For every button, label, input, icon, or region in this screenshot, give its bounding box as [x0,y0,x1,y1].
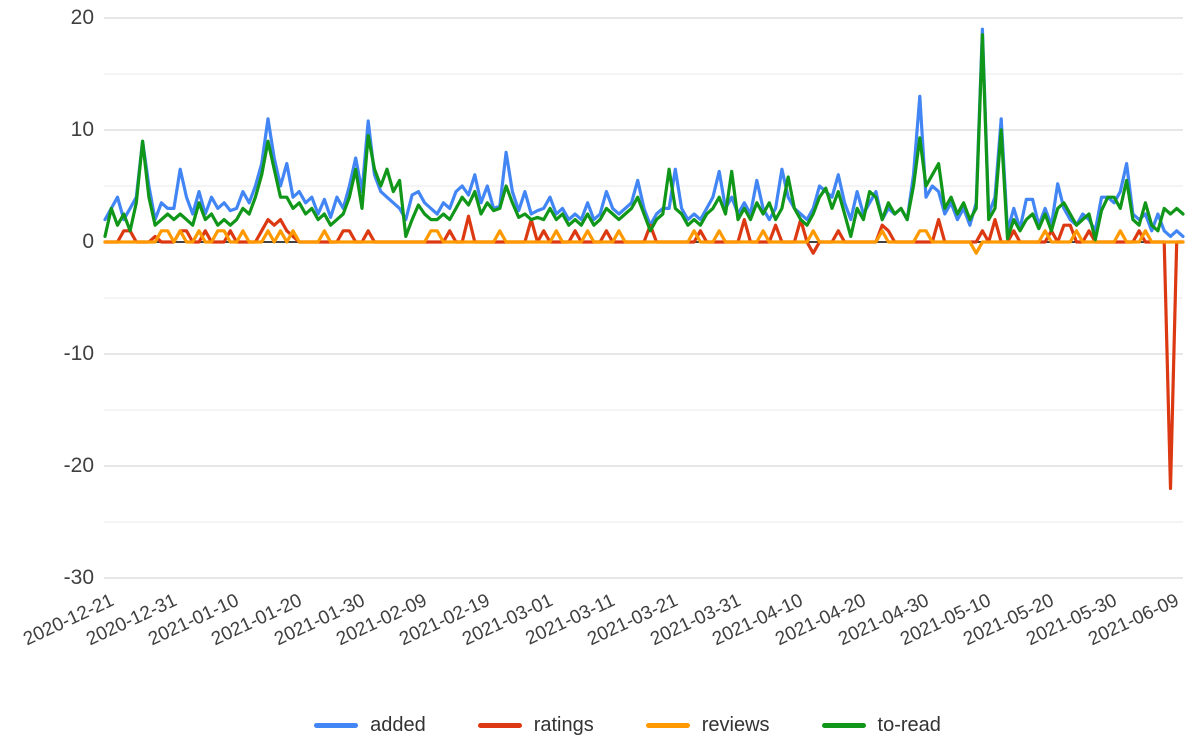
y-tick-label: -20 [63,454,94,477]
y-tick-label: -30 [63,566,94,589]
legend-item-to-read: to-read [821,714,941,737]
series-line-ratings[interactable] [103,214,1185,490]
y-tick-label: 10 [70,118,94,141]
legend-swatch-ratings-icon [477,723,522,728]
legend-label-added: added [370,714,426,736]
y-tick-label: 0 [82,230,94,253]
legend-swatch-to-read-icon [821,723,866,728]
legend-label-to-read: to-read [877,714,941,736]
legend-swatch-reviews-icon [645,723,690,728]
series-line-added[interactable] [103,27,1185,238]
legend-label-ratings: ratings [533,714,594,736]
legend-label-reviews: reviews [701,714,770,736]
legend-item-ratings: ratings [477,714,594,737]
series-line-reviews[interactable] [103,229,1185,255]
y-tick-label: -10 [63,342,94,365]
y-tick-label: 20 [70,6,94,29]
series-line-to-read[interactable] [103,33,1185,242]
legend: added ratings reviews to-read [0,714,1200,737]
legend-swatch-added-icon [314,723,359,728]
plot-area[interactable] [0,0,1200,705]
legend-item-reviews: reviews [645,714,770,737]
legend-item-added: added [314,714,426,737]
